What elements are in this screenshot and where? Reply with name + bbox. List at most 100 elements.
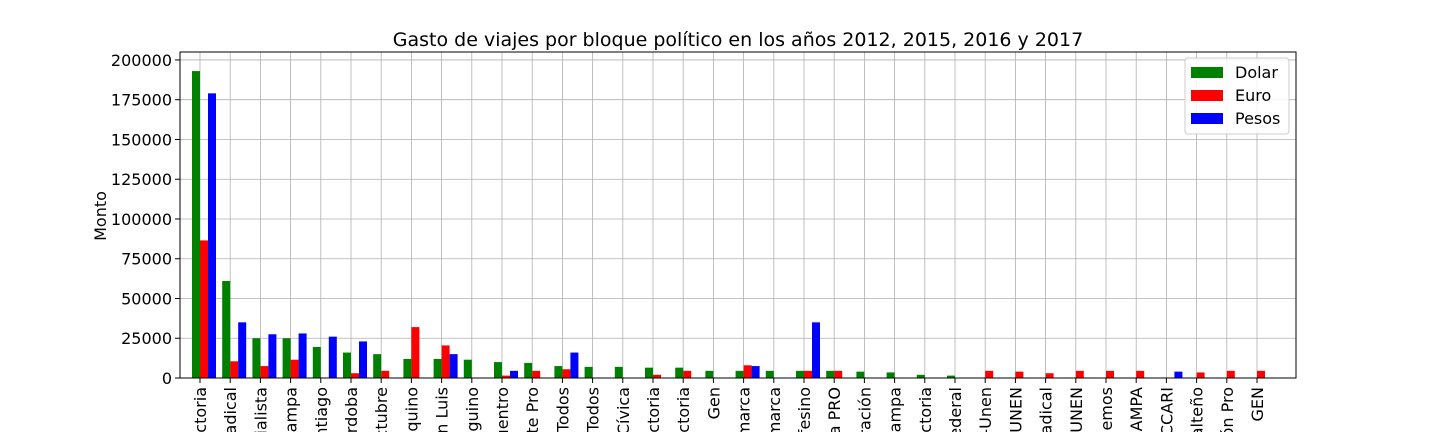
x-tick-label: rdoba [342,387,361,432]
bar-dolar [282,338,291,378]
legend-swatch-pesos [1191,113,1223,124]
bar-euro [230,361,239,378]
bar-dolar [856,371,865,378]
y-ticks: 0 25000 50000 75000 100000 125000 150000 175000… [111,51,180,388]
x-tick-label: AMPA [1127,387,1146,431]
y-tick-label: 75000 [121,250,172,269]
x-tick-label: UNEN [1006,387,1025,432]
bar-dolar [916,374,925,378]
bar-dolar [252,338,261,378]
x-tick-label: Todos [584,387,603,432]
bar-euro [1106,370,1114,378]
legend-label-pesos: Pesos [1235,109,1280,128]
bar-dolar [826,370,835,378]
y-tick-label: 200000 [111,51,172,70]
x-tick-label: UNEN [1067,387,1086,432]
bar-euro [441,345,450,378]
bar-pesos [510,370,518,378]
bar-euro [290,359,299,378]
x-tick-label: ctoria [191,387,210,432]
y-tick-label: 175000 [111,91,172,110]
bar-euro [1196,372,1205,378]
bar-dolar [947,375,955,378]
bar-pesos [238,322,247,378]
x-tick-label: iemos [1097,387,1116,432]
legend-label-dolar: Dolar [1235,63,1278,82]
bar-dolar [584,366,593,378]
bar-euro [381,370,390,378]
bar-dolar [192,71,200,379]
bar-dolar [463,359,472,378]
bar-dolar [554,366,563,378]
y-tick-label: 125000 [111,170,172,189]
bar-euro [653,374,661,378]
y-tick-label: 100000 [111,210,172,229]
bar-euro [1075,370,1084,378]
bar-dolar [765,370,774,378]
bar-pesos [570,352,579,378]
x-tick-label: n Luis [433,387,452,432]
bar-dolar [343,352,351,378]
x-tick-label: ración [855,387,874,432]
legend-label-euro: Euro [1235,86,1271,105]
x-tick-label: adical [221,387,240,432]
bar-euro [562,369,571,378]
x-ticks: ctoria adical ialista ampa ntiago rdoba ctubre… [191,378,1267,432]
bar-euro [834,370,843,378]
x-tick-label: uentro [493,387,512,432]
x-tick-label: ctoria [644,387,663,432]
x-tick-label: ntiago [312,387,331,432]
chart-title: Gasto de viajes por bloque político en l… [393,29,1083,51]
bar-pesos [812,322,820,378]
legend-swatch-dolar [1191,67,1223,78]
bar-dolar [494,362,502,378]
x-tick-label: ampa [282,387,301,432]
x-tick-label: ón Pro [1218,387,1237,432]
legend-swatch-euro [1191,90,1223,101]
bar-euro [683,370,692,378]
legend: Dolar Euro Pesos [1184,57,1290,135]
x-tick-label: ederal [946,387,965,432]
x-tick-label: a PRO [825,387,844,432]
x-tick-label: fesino [795,387,814,432]
bar-dolar [312,346,321,378]
x-tick-label: ampa [886,387,905,432]
x-tick-label: Gen [704,387,723,419]
bar-dolar [222,280,231,378]
x-tick-label: adical [1037,387,1056,432]
x-tick-label: CCARI [1157,387,1176,432]
bar-dolar [705,370,714,378]
bar-dolar [373,354,382,378]
bar-euro [411,327,420,378]
x-tick-label: Cívica [614,387,633,432]
bar-euro [351,373,359,378]
bar-pesos [1174,371,1183,378]
bar-dolar [403,358,412,378]
x-tick-label: marca [735,387,754,432]
bar-euro [200,240,208,378]
bar-dolar [796,370,804,378]
bar-dolar [524,362,533,378]
bar-euro [260,366,269,378]
y-tick-label: 25000 [121,329,172,348]
x-tick-label: alteño [1188,387,1207,432]
bar-euro [1226,370,1235,378]
x-tick-label: ctoria [916,387,935,432]
bar-euro [1257,370,1265,378]
bar-pesos [268,334,277,378]
bar-euro [1136,370,1145,378]
x-tick-label: ctoria [674,387,693,432]
x-tick-label: guino [463,387,482,432]
x-tick-label: ctubre [372,387,391,432]
y-tick-label: 50000 [121,289,172,308]
y-tick-label: 150000 [111,130,172,149]
bar-euro [532,370,541,378]
bar-pesos [751,366,760,378]
x-tick-label: marca [765,387,784,432]
bar-dolar [614,366,623,378]
bar-pesos [449,354,458,378]
bar-euro [804,370,812,378]
y-axis-label: Monto [91,191,110,241]
y-tick-label: 0 [162,369,172,388]
